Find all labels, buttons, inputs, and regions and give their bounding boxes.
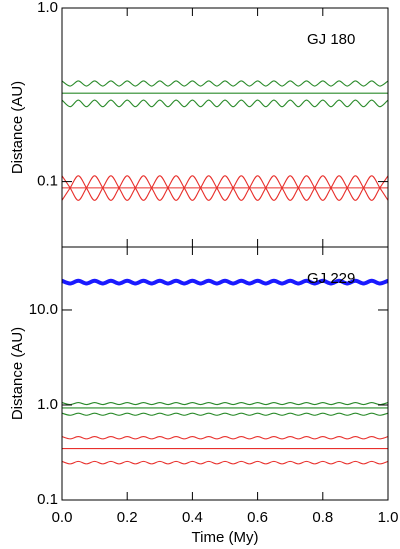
y-tick-label: 1.0 — [37, 396, 58, 413]
y-tick-label: 10.0 — [29, 301, 58, 318]
y-tick-label: 0.1 — [37, 491, 58, 508]
series-line — [61, 99, 389, 108]
series-line — [61, 80, 389, 87]
x-tick-label: 0.4 — [182, 509, 203, 526]
y-tick-label: 1.0 — [37, 0, 58, 16]
series-line — [61, 436, 389, 440]
x-tick-label: 0.8 — [312, 509, 333, 526]
y-tick-label: 0.1 — [37, 173, 58, 190]
x-tick-label: 1.0 — [378, 509, 399, 526]
series-line — [61, 402, 389, 406]
plot-frame — [61, 246, 389, 501]
annotation: GJ 180 — [307, 31, 355, 48]
x-tick-label: 0.2 — [117, 509, 138, 526]
series-line — [61, 175, 389, 201]
x-tick-label: 0.0 — [52, 509, 73, 526]
y-axis-label: Distance (AU) — [9, 327, 26, 420]
y-axis-label: Distance (AU) — [9, 81, 26, 174]
series-line — [61, 278, 389, 286]
series-line — [61, 412, 389, 416]
x-axis-label: Time (My) — [192, 529, 259, 546]
annotation: GJ 229 — [307, 270, 355, 287]
x-tick-label: 0.6 — [247, 509, 268, 526]
series-line — [61, 175, 389, 201]
series-line — [61, 460, 389, 465]
